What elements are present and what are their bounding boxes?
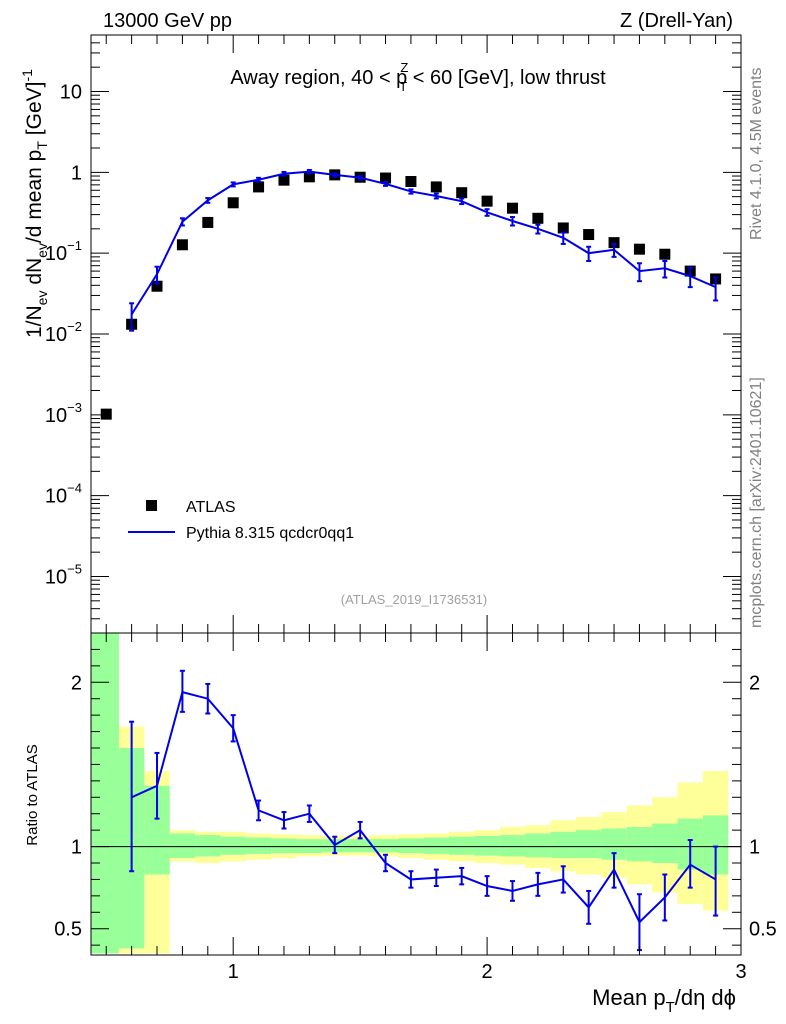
ratio-axis-ticks: 2 2 1 1 0.5 0.5 1 2 3: [54, 633, 777, 983]
ratio-y-tick-label-left: 1: [71, 837, 82, 859]
pythia-curve: [130, 170, 717, 315]
atlas-data-point: [583, 229, 595, 241]
ratio-y-axis-label: Ratio to ATLAS: [24, 744, 41, 845]
stat-uncertainty-band: [347, 839, 373, 853]
y-tick-label: 10−4: [45, 481, 82, 508]
ratio-pythia-curve: [131, 690, 717, 924]
process-label: Z (Drell-Yan): [620, 10, 733, 32]
main-frame: [90, 34, 742, 634]
stat-uncertainty-band: [449, 836, 475, 855]
stat-uncertainty-band: [652, 823, 678, 863]
ratio-y-tick-label-left: 2: [71, 672, 82, 694]
x-label-subscript: T: [666, 999, 675, 1016]
atlas-data-point: [253, 181, 265, 193]
stat-uncertainty-band: [474, 835, 500, 856]
title-prefix: Away region, 40 < p: [230, 67, 407, 89]
atlas-data-point: [151, 280, 163, 292]
atlas-data-point: [227, 197, 239, 209]
atlas-data-point: [405, 176, 417, 188]
stat-uncertainty-band: [398, 838, 424, 854]
x-tick-label: 1: [228, 961, 239, 983]
stat-uncertainty-band: [372, 839, 399, 853]
main-y-axis-label: 1/Nev dNev/d mean pT [GeV]-1: [19, 69, 50, 338]
atlas-data-point: [506, 202, 518, 214]
ratio-frame: [90, 632, 742, 956]
atlas-data-point: [100, 408, 112, 420]
stat-uncertainty-band: [499, 835, 526, 857]
stat-uncertainty-band: [169, 833, 196, 859]
stat-uncertainty-band: [245, 837, 272, 854]
ratio-y-tick-label-left: 0.5: [54, 919, 82, 941]
main-plot-marks: [100, 168, 722, 420]
rivet-version-label: Rivet 4.1.0, 4.5M events: [748, 67, 765, 240]
y-tick-label: 1: [71, 162, 82, 184]
x-label-prefix: Mean p: [592, 985, 665, 1010]
ratio-y-tick-label-right: 2: [749, 672, 760, 694]
ratio-panel: 2 2 1 1 0.5 0.5 1 2 3 Ratio to ATLAS Mean pT/dη …: [24, 632, 777, 1016]
atlas-data-point: [380, 172, 392, 184]
atlas-data-point: [532, 212, 544, 224]
ratio-plot-marks: [91, 633, 741, 954]
legend-pythia-label: Pythia 8.315 qcdcr0qq1: [186, 525, 354, 542]
atlas-data-point: [278, 174, 290, 186]
main-panel: 10 1 10−1 10−2 10−3 10−4 10−5 Away region, 40 …: [19, 34, 742, 634]
x-tick-label: 2: [482, 961, 493, 983]
y-tick-label: 10−1: [45, 238, 82, 265]
title-suffix: < 60 [GeV], low thrust: [407, 67, 606, 89]
stat-uncertainty-band: [423, 837, 450, 854]
title-subscript: T: [399, 79, 407, 94]
legend-atlas-marker: [146, 500, 157, 511]
energy-label: 13000 GeV pp: [103, 10, 232, 32]
atlas-data-point: [481, 195, 493, 207]
stat-uncertainty-band: [575, 830, 602, 859]
stat-uncertainty-band: [550, 831, 576, 859]
atlas-data-point: [456, 187, 468, 199]
atlas-data-point: [202, 216, 214, 228]
analysis-id: (ATLAS_2019_I1736531): [341, 592, 487, 607]
main-title: Away region, 40 < pZ T < 60 [GeV], low th…: [230, 60, 606, 94]
stat-uncertainty-band: [220, 836, 246, 855]
y-tick-label: 10−2: [45, 319, 82, 346]
x-tick-label: 3: [735, 961, 746, 983]
y-tick-label: 10−3: [45, 400, 82, 427]
y-tick-label: 10−5: [45, 561, 82, 588]
ratio-y-tick-label-right: 1: [749, 837, 760, 859]
stat-uncertainty-band: [525, 833, 551, 858]
stat-uncertainty-band: [626, 826, 653, 862]
legend-atlas-label: ATLAS: [186, 499, 236, 516]
mcplots-label: mcplots.cern.ch [arXiv:2401.10621]: [748, 377, 765, 628]
stat-uncertainty-band: [195, 835, 221, 857]
stat-uncertainty-band: [91, 633, 119, 954]
title-superscript: Z: [400, 60, 408, 75]
atlas-data-point: [176, 239, 188, 251]
atlas-data-point: [659, 248, 671, 260]
atlas-data-point: [557, 222, 569, 234]
main-axis-ticks: 10 1 10−1 10−2 10−3 10−4 10−5: [45, 34, 742, 634]
ratio-y-tick-label-right: 0.5: [749, 919, 777, 941]
atlas-data-point: [430, 181, 442, 193]
x-label-suffix: /dη dϕ: [675, 985, 736, 1010]
stat-uncertainty-band: [271, 838, 297, 854]
x-axis-label: Mean pT/dη dϕ: [592, 985, 736, 1016]
atlas-data-point: [633, 243, 645, 255]
atlas-data-point: [608, 237, 620, 249]
atlas-data-point: [303, 171, 315, 183]
y-tick-label: 10: [60, 82, 82, 104]
